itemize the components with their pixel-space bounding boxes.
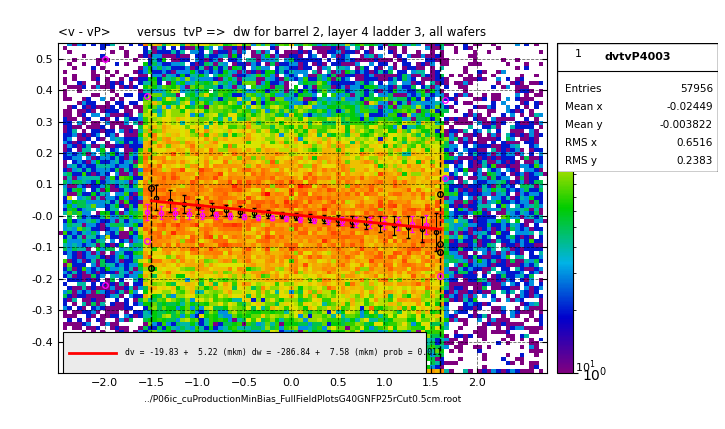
Bar: [62, 332, 426, 373]
Text: RMS y: RMS y: [565, 156, 597, 166]
X-axis label: ../P06ic_cuProductionMinBias_FullFieldPlotsG40GNFP25rCut0.5cm.root: ../P06ic_cuProductionMinBias_FullFieldPl…: [144, 394, 461, 403]
Text: dv = -19.83 +  5.22 (mkm) dw = -286.84 +  7.58 (mkm) prob = 0.011: dv = -19.83 + 5.22 (mkm) dw = -286.84 + …: [125, 348, 442, 357]
Text: 0.2383: 0.2383: [676, 156, 713, 166]
Text: <v - vP>       versus  tvP =>  dw for barrel 2, layer 4 ladder 3, all wafers: <v - vP> versus tvP => dw for barrel 2, …: [58, 26, 486, 39]
Text: -0.02449: -0.02449: [666, 102, 713, 112]
Text: Mean x: Mean x: [565, 102, 602, 112]
Text: Entries: Entries: [565, 84, 601, 94]
Text: Mean y: Mean y: [565, 120, 602, 130]
Text: RMS x: RMS x: [565, 138, 597, 148]
Text: dvtvP4003: dvtvP4003: [604, 52, 671, 62]
Text: $\mathregular{10^1}$: $\mathregular{10^1}$: [575, 359, 595, 375]
Text: 1: 1: [575, 48, 582, 59]
Text: 0.6516: 0.6516: [676, 138, 713, 148]
Text: 57956: 57956: [680, 84, 713, 94]
Text: -0.003822: -0.003822: [660, 120, 713, 130]
